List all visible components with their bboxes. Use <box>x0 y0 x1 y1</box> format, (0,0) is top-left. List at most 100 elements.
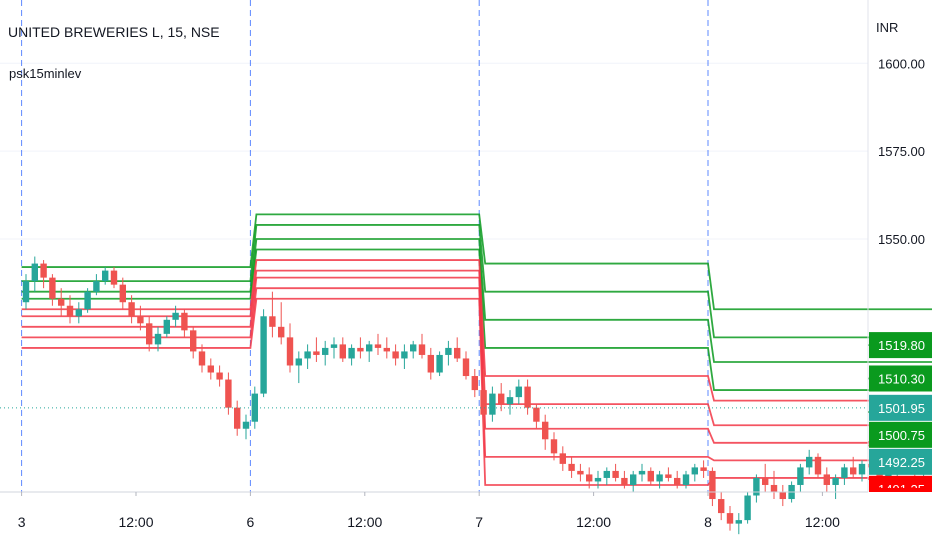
candle-body <box>216 372 223 380</box>
candle-body <box>154 333 162 345</box>
candle-body <box>225 379 232 408</box>
candle-body <box>515 386 522 398</box>
candle-body <box>630 474 637 485</box>
candle-body <box>762 477 769 485</box>
candle-body <box>559 453 566 464</box>
price-badge-label: 1501.95 <box>878 401 925 416</box>
candle-body <box>93 281 100 292</box>
candle-body <box>682 474 690 485</box>
candle-body <box>726 513 734 524</box>
candle-body <box>172 312 179 320</box>
time-tick-label: 12:00 <box>118 514 153 530</box>
candle-body <box>656 474 663 482</box>
level-line <box>21 297 932 486</box>
level-line <box>21 238 932 413</box>
candle-body <box>313 351 320 355</box>
candle-body <box>295 358 302 366</box>
level-line <box>21 287 932 480</box>
candle-body <box>339 344 346 359</box>
candle-body <box>454 347 461 359</box>
price-tick-label: 1600.00 <box>878 56 925 71</box>
candle-body <box>66 305 74 317</box>
time-axis[interactable]: 3 12:00 6 12:00 7 12:00 8 12:00 <box>18 492 840 530</box>
currency-label: INR <box>876 20 899 35</box>
candle-body <box>330 344 338 348</box>
candle-body <box>700 467 707 471</box>
candle-body <box>374 344 382 348</box>
candle-body <box>251 393 258 422</box>
candle-body <box>242 421 250 429</box>
candle-body <box>498 393 505 405</box>
candle-body <box>550 439 558 454</box>
indicator-label[interactable]: psk15minlev <box>9 66 82 81</box>
candle-body <box>445 347 452 355</box>
candle-body <box>533 407 540 422</box>
candle-body <box>471 376 478 391</box>
time-tick-label: 7 <box>475 514 483 530</box>
candle-body <box>436 354 443 373</box>
candle-body <box>753 477 760 496</box>
candle-body <box>137 316 144 324</box>
candle-body <box>779 492 786 500</box>
candle-body <box>322 347 329 355</box>
candle-body <box>709 470 716 500</box>
candle-body <box>480 390 487 415</box>
candle-body <box>260 316 267 394</box>
candle-body <box>163 319 170 334</box>
price-tick-label: 1575.00 <box>878 144 925 159</box>
candle-body <box>234 407 241 429</box>
candle-body <box>110 270 118 285</box>
candle-body <box>462 358 470 377</box>
candle-body <box>850 467 857 475</box>
candle-body <box>735 520 742 524</box>
price-badge <box>869 365 932 392</box>
candle-body <box>542 421 549 440</box>
candle-body <box>797 467 804 485</box>
candle-body <box>594 477 602 482</box>
candle-body <box>278 326 285 338</box>
candle-body <box>612 470 619 478</box>
session-dividers <box>21 0 709 492</box>
candle-body <box>269 316 276 327</box>
candle-body <box>190 330 197 352</box>
candle-body <box>418 344 426 355</box>
price-badge <box>869 394 932 421</box>
time-tick-label: 12:00 <box>576 514 611 530</box>
price-axis-bottom-mask <box>868 492 932 550</box>
time-tick-label: 12:00 <box>805 514 840 530</box>
price-axis[interactable]: 1600.00 1575.00 1550.00 <box>878 56 925 247</box>
candle-body <box>304 351 311 359</box>
candle-body <box>58 298 65 306</box>
candle-body <box>119 284 126 303</box>
candle-body <box>75 309 82 317</box>
time-tick-label: 3 <box>18 514 26 530</box>
candle-body <box>401 351 408 359</box>
candle-body <box>665 474 672 478</box>
candle-body <box>410 344 417 352</box>
candle-body <box>102 270 109 282</box>
candle-body <box>348 347 355 359</box>
candle-body <box>31 263 38 282</box>
candle-body <box>814 456 822 475</box>
candle-body <box>286 337 294 366</box>
price-badge-label: 1519.80 <box>878 338 925 353</box>
price-badge <box>869 448 932 475</box>
candle-body <box>568 463 575 471</box>
candle-body <box>198 351 206 366</box>
price-badge-label: 1492.25 <box>878 455 925 470</box>
time-tick-label: 8 <box>704 514 712 530</box>
level-line <box>21 248 932 413</box>
candle-body <box>858 463 866 475</box>
time-tick-label: 12:00 <box>347 514 382 530</box>
candle-body <box>128 302 135 317</box>
candle-body <box>841 467 848 478</box>
price-tick-label: 1550.00 <box>878 232 925 247</box>
candle-body <box>207 365 214 373</box>
price-badge-label: 1500.75 <box>878 428 925 443</box>
candle-body <box>823 474 830 485</box>
candle-body <box>638 470 646 475</box>
price-badges: 1519.801510.301501.951500.751492.251491.… <box>868 332 932 550</box>
candle-body <box>524 386 531 408</box>
